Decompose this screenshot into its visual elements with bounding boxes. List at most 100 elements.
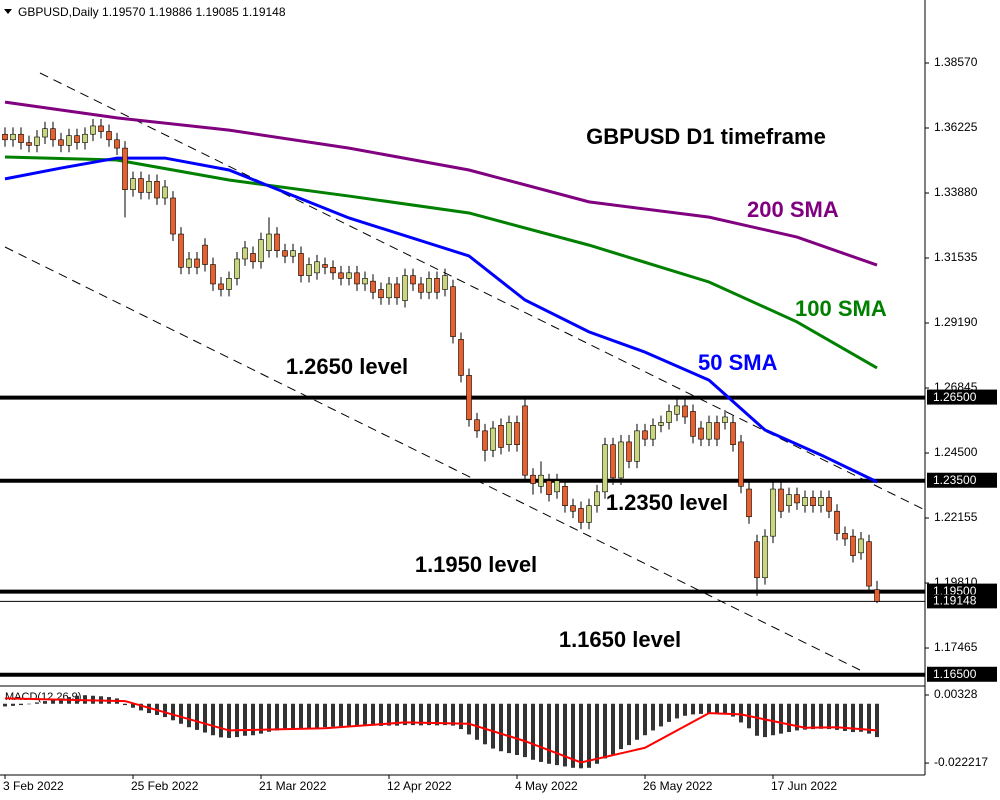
macd-bar — [267, 703, 271, 732]
macd-bar — [675, 703, 679, 719]
candle-body — [18, 133, 24, 143]
candle-body — [658, 422, 664, 426]
macd-bar — [779, 703, 783, 734]
candle-body — [26, 142, 32, 146]
chart-subtitle: GBPUSD D1 timeframe — [586, 124, 826, 149]
candle-body — [514, 422, 520, 446]
candle-body — [322, 264, 328, 268]
candle-body — [762, 535, 768, 579]
candle-body — [642, 430, 648, 440]
candle-body — [10, 133, 16, 141]
macd-bar — [283, 703, 287, 730]
y-tick-label: 1.24500 — [934, 445, 978, 459]
candle-body — [82, 133, 88, 143]
candle-body — [850, 535, 856, 556]
macd-bar — [259, 703, 263, 734]
channel — [4, 72, 925, 671]
chart-title: GBPUSD,Daily 1.19570 1.19886 1.19085 1.1… — [18, 5, 286, 19]
macd-bar — [827, 703, 831, 730]
macd-bar — [251, 703, 255, 736]
candle-body — [146, 181, 152, 193]
candle-body — [786, 494, 792, 506]
candle-body — [202, 244, 208, 265]
candle-body — [538, 474, 544, 487]
candle-body — [754, 541, 760, 579]
macd-bar — [843, 703, 847, 731]
level-label-box — [927, 389, 997, 405]
candle-body — [378, 289, 384, 299]
x-tick-label: 26 May 2022 — [643, 779, 713, 793]
candle-body — [842, 533, 848, 540]
y-tick-label: 1.38570 — [934, 55, 978, 69]
candle-body — [362, 278, 368, 285]
x-tick-label: 12 Apr 2022 — [387, 779, 452, 793]
macd-bar — [363, 703, 367, 726]
candle-body — [602, 444, 608, 493]
macd-bar — [819, 703, 823, 729]
level-label-box — [927, 472, 997, 488]
macd-bar — [707, 703, 711, 714]
candle-body — [794, 494, 800, 504]
macd-bar — [291, 703, 295, 730]
candle-body — [770, 488, 776, 537]
macd-bar — [59, 698, 63, 704]
macd-bar — [403, 703, 407, 726]
level-label: 1.23500 — [933, 473, 977, 487]
main-plot — [0, 100, 925, 677]
candle-body — [418, 283, 424, 293]
macd-bar — [699, 703, 703, 714]
macd-bar — [659, 703, 663, 727]
x-tick-label: 17 Jun 2022 — [771, 779, 837, 793]
macd-bar — [179, 703, 183, 724]
macd-bar — [523, 703, 527, 758]
macd-bar — [515, 703, 519, 755]
menu-triangle — [4, 9, 12, 14]
macd-bar — [603, 703, 607, 759]
macd-bar — [243, 703, 247, 736]
candle-body — [866, 541, 872, 587]
macd-bar — [123, 703, 127, 706]
sma-label: 100 SMA — [795, 296, 887, 321]
macd-bar — [331, 703, 335, 727]
candle-body — [226, 278, 232, 290]
level-label: 1.26500 — [933, 390, 977, 404]
candle-body — [66, 135, 72, 146]
macd-bar — [211, 703, 215, 736]
macd-bar — [11, 703, 15, 706]
macd-bar — [355, 703, 359, 726]
sma-line — [4, 155, 878, 370]
macd-bar — [667, 703, 671, 722]
macd-bar — [611, 703, 615, 755]
candle-body — [426, 278, 432, 293]
candle-body — [698, 427, 704, 440]
macd-bar — [3, 703, 7, 707]
y-tick-label: 1.17465 — [934, 640, 978, 654]
candle-body — [746, 488, 752, 518]
candle-body — [2, 133, 8, 141]
sma-label: 200 SMA — [747, 197, 839, 222]
macd-bar — [43, 701, 47, 704]
candle-body — [154, 181, 160, 199]
candle-body — [114, 139, 120, 149]
macd-bar — [443, 703, 447, 726]
candle-body — [666, 411, 672, 423]
candle-body — [298, 253, 304, 276]
candle-body — [34, 136, 40, 146]
candle-body — [162, 186, 168, 199]
candle-body — [138, 178, 144, 193]
candle-body — [314, 261, 320, 274]
macd-bar — [315, 703, 319, 728]
x-tick-label: 3 Feb 2022 — [3, 779, 64, 793]
macd-bar — [219, 703, 223, 738]
macd-bar — [203, 703, 207, 733]
candle-body — [458, 339, 464, 376]
level-annotation: 1.2650 level — [286, 354, 408, 379]
macd-bar — [571, 703, 575, 768]
macd-bar — [371, 703, 375, 726]
candle-body — [346, 272, 352, 279]
candle-body — [442, 275, 448, 290]
candle-body — [546, 480, 552, 495]
macd-bar — [131, 703, 135, 708]
candle-body — [306, 264, 312, 276]
candle-body — [234, 258, 240, 279]
